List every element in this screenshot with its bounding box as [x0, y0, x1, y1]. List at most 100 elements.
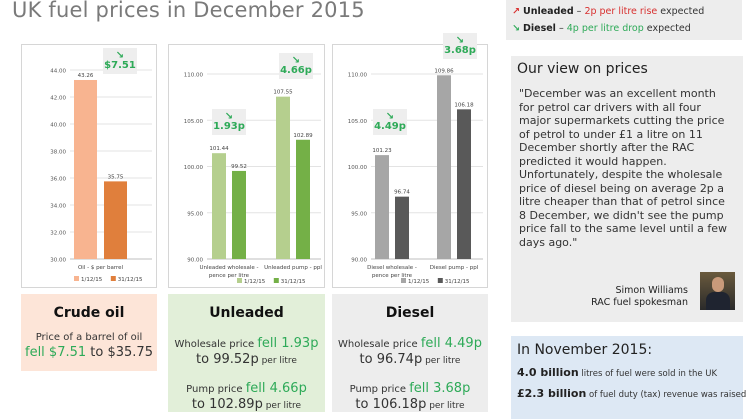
diesel-expectation: ↘ Diesel – 4p per litre drop expected [512, 20, 736, 37]
legend-dash: – [555, 23, 567, 34]
crude-oil-summary: Price of a barrel of oil fell $7.51 to $… [21, 330, 157, 361]
unleaded-pump-to: to [191, 397, 210, 412]
category-label-line: Diesel wholesale - [367, 265, 417, 271]
bar-data-label: 101.44 [209, 146, 229, 152]
unleaded-expected-change: 2p per litre rise [584, 6, 658, 17]
crude-oil-chart-svg: 30.00 32.00 34.00 36.00 38.00 40.00 42.00 44.00… [50, 69, 152, 283]
legend-swatch [437, 278, 443, 283]
bar-unleaded-1-0 [276, 96, 290, 259]
y-tick-label: 34.00 [50, 204, 66, 210]
november-stats-box: In November 2015: 4.0 billion litres of … [511, 336, 746, 419]
crude-oil-chart: 30.00 32.00 34.00 36.00 38.00 40.00 42.00 44.00… [21, 44, 157, 288]
november-duty-text: of fuel duty (tax) revenue was raised [586, 390, 746, 400]
y-tick-label: 90.00 [351, 258, 367, 264]
unleaded-wholesale-change-badge: ↘ 1.93p [212, 109, 246, 135]
our-view-quote: "December was an excellent month for pet… [519, 87, 728, 249]
unleaded-wholesale-to: to [196, 352, 214, 367]
unleaded-chart: 90.00 95.00 100.00 105.00 110.00 101.44 99.52 U… [168, 44, 325, 288]
bar-data-label: 109.86 [434, 68, 454, 74]
diesel-pump-summary: Pump price fell 3.68p to 106.18p per lit… [332, 381, 488, 414]
diesel-pump-prefix: Pump price [349, 384, 410, 395]
diesel-chart: 90.00 95.00 100.00 105.00 110.00 101.23 96.74 D… [332, 33, 488, 288]
diesel-wholesale-summary: Wholesale price fell 4.49p to 96.74p per… [332, 336, 488, 369]
diesel-chart-svg: 90.00 95.00 100.00 105.00 110.00 101.23 96.74 D… [348, 68, 483, 285]
diesel-expected-suffix: expected [643, 23, 691, 34]
category-label: Oil - $ per barrel [78, 265, 124, 271]
y-tick-label: 100.00 [184, 165, 204, 171]
spokesman-avatar [700, 272, 735, 310]
diesel-wholesale-unit: per litre [422, 356, 461, 366]
bar-crude-0-0 [74, 79, 97, 259]
bar-data-label: 96.74 [394, 190, 410, 196]
legend-label: 31/12/15 [445, 279, 470, 285]
category-label-line: Unleaded wholesale - [199, 265, 258, 271]
crude-oil-panel: Crude oil Price of a barrel of oil fell … [21, 294, 157, 371]
bar-data-label: 102.89 [293, 133, 313, 139]
legend-label: 1/12/15 [244, 279, 266, 285]
unleaded-pump-fell: fell 4.66p [245, 381, 307, 396]
diesel-wholesale-change-value: 4.49p [374, 121, 406, 132]
unleaded-wholesale-summary: Wholesale price fell 1.93p to 99.52p per… [168, 336, 325, 369]
diesel-pump-fell: fell 3.68p [409, 381, 471, 396]
our-view-box: Our view on prices "December was an exce… [511, 56, 743, 322]
legend-swatch [401, 278, 406, 283]
bar-diesel-1-1 [457, 109, 471, 260]
november-litres-text: litres of fuel were sold in the UK [578, 369, 718, 379]
legend-label: 31/12/15 [118, 277, 143, 283]
y-tick-label: 90.00 [187, 258, 203, 264]
crude-oil-summary-line1: Price of a barrel of oil [35, 332, 143, 343]
diesel-wholesale-prefix: Wholesale price [338, 339, 421, 350]
y-tick-label: 95.00 [351, 211, 367, 217]
arrow-down-icon: ↘ [115, 50, 125, 61]
legend-dash: – [573, 6, 585, 17]
diesel-panel: Diesel Wholesale price fell 4.49p to 96.… [332, 294, 488, 412]
crude-oil-panel-title: Crude oil [53, 305, 125, 321]
quote-signature: Simon Williams RAC fuel spokesman [591, 285, 688, 309]
unleaded-pump-prefix: Pump price [186, 384, 246, 395]
category-label-line: pence per litre [372, 273, 413, 279]
diesel-pump-change-value: 3.68p [444, 45, 476, 56]
bar-data-label: 99.52 [231, 164, 247, 170]
spokesman-name: Simon Williams [615, 285, 688, 296]
arrow-down-icon: ↘ [385, 111, 395, 122]
legend-swatch [237, 278, 242, 283]
diesel-panel-title: Diesel [385, 305, 435, 321]
page-title: UK fuel prices in December 2015 [12, 0, 365, 22]
bar-data-label: 101.23 [372, 148, 392, 154]
category-label: Diesel pump - ppl [430, 265, 479, 271]
y-tick-label: 105.00 [184, 119, 204, 125]
diesel-wholesale-value: 96.74p [376, 352, 423, 367]
november-duty-value: £2.3 billion [517, 387, 587, 400]
diesel-wholesale-to: to [359, 352, 377, 367]
category-label: Unleaded wholesale - pence per litre [199, 265, 258, 279]
unleaded-wholesale-unit: per litre [258, 356, 297, 366]
y-tick-label: 40.00 [50, 123, 66, 129]
legend-label: 1/12/15 [81, 277, 103, 283]
y-tick-label: 110.00 [348, 73, 368, 79]
diesel-pump-to: to [355, 397, 373, 412]
y-tick-label: 32.00 [50, 231, 66, 237]
arrow-down-icon: ↘ [291, 55, 301, 66]
diesel-legend-label: Diesel [523, 23, 556, 34]
avatar-body [706, 292, 730, 310]
unleaded-wholesale-fell: fell 1.93p [257, 336, 319, 351]
expectation-legend: ↗ Unleaded – 2p per litre rise expected … [506, 0, 742, 40]
unleaded-expected-suffix: expected [657, 6, 705, 17]
bar-unleaded-0-1 [232, 170, 246, 259]
diesel-pump-unit: per litre [426, 401, 465, 411]
unleaded-pump-unit: per litre [262, 401, 302, 411]
category-label-line: pence per litre [209, 273, 250, 279]
y-tick-label: 100.00 [348, 165, 368, 171]
legend-label: 31/12/15 [281, 279, 306, 285]
y-tick-label: 38.00 [50, 150, 66, 156]
legend-label: 1/12/15 [408, 279, 430, 285]
unleaded-wholesale-value: 99.52p [213, 352, 259, 367]
category-label-line: Oil - $ per barrel [78, 265, 124, 271]
crude-oil-change-value: $7.51 [104, 60, 136, 71]
category-label-line: Unleaded pump - ppl [264, 265, 322, 271]
unleaded-chart-svg: 90.00 95.00 100.00 105.00 110.00 101.44 99.52 U… [184, 73, 323, 286]
bar-unleaded-0-0 [212, 153, 226, 259]
unleaded-pump-summary: Pump price fell 4.66p to 102.89p per lit… [168, 381, 325, 414]
diesel-wholesale-change-badge: ↘ 4.49p [373, 109, 407, 135]
category-label-line: Diesel pump - ppl [430, 265, 479, 271]
